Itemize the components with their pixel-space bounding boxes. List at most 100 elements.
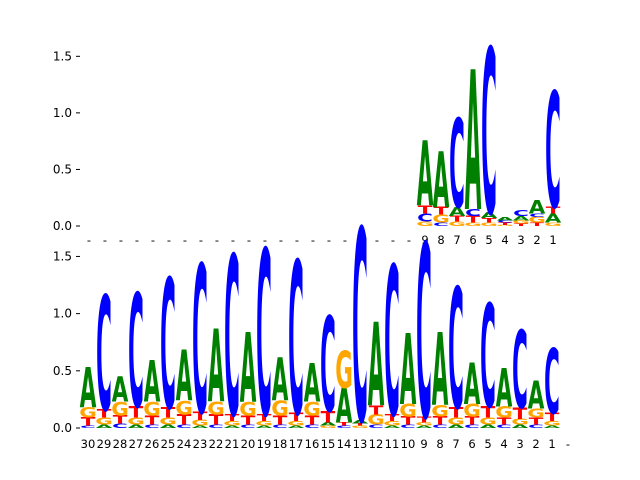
logo-letter-g: G — [335, 342, 353, 401]
logo-letter-c: C — [448, 255, 464, 447]
position-label: - — [103, 233, 107, 247]
position-label: 5 — [485, 233, 492, 247]
position-label: 17 — [289, 437, 304, 451]
y-tick-label: 1.0 — [53, 307, 72, 321]
position-label: - — [87, 233, 91, 247]
logo-letter-t: T — [161, 405, 176, 421]
position-label: - — [295, 233, 299, 247]
logo-letter-g: G — [495, 403, 513, 422]
logo-letter-c: C — [352, 176, 368, 480]
position-label: 7 — [453, 233, 460, 247]
logo-letter-t: T — [450, 214, 465, 223]
position-label: - — [391, 233, 395, 247]
position-label: 26 — [145, 437, 160, 451]
position-label: 22 — [209, 437, 224, 451]
position-label: 10 — [401, 437, 416, 451]
logo-letter-g: G — [528, 215, 546, 224]
logo-letter-c: C — [256, 204, 272, 469]
position-label: 29 — [97, 437, 112, 451]
logo-letter-a: A — [304, 355, 321, 415]
position-label: 7 — [452, 437, 459, 451]
y-tick-label: 0.0 — [53, 219, 72, 233]
logo-letter-a: A — [320, 421, 337, 427]
logo-letter-g: G — [463, 400, 481, 421]
logo-letter-g: G — [255, 420, 273, 428]
position-label: - — [247, 233, 251, 247]
y-tick-label: 0.5 — [53, 162, 72, 176]
logo-letter-c: C — [176, 424, 192, 430]
logo-letter-a: A — [465, 32, 482, 255]
position-label: 25 — [161, 437, 176, 451]
position-label: 9 — [421, 233, 428, 247]
logo-letter-t: T — [273, 414, 288, 428]
position-label: 3 — [516, 437, 523, 451]
logo-letter-a: A — [128, 424, 145, 430]
logo-letter-g: G — [127, 416, 145, 427]
logo-letter-t: T — [434, 205, 449, 218]
logo-letter-t: T — [353, 423, 368, 427]
logo-letter-a: A — [288, 425, 305, 429]
logo-letter-t: T — [97, 408, 112, 421]
logo-letter-a: A — [256, 425, 273, 429]
logo-letter-g: G — [111, 398, 129, 421]
logo-letter-t: T — [433, 415, 448, 428]
logo-letter-a: A — [368, 301, 385, 433]
logo-letter-a: A — [512, 424, 529, 430]
logo-letter-a: A — [417, 124, 434, 227]
logo-letter-a: A — [80, 356, 97, 421]
logo-letter-c: C — [80, 425, 96, 429]
logo-letter-c: C — [465, 207, 481, 218]
position-label: 27 — [129, 437, 144, 451]
logo-letter-c: C — [208, 424, 224, 430]
y-tick-label: 1.5 — [53, 49, 72, 63]
logo-letter-a: A — [480, 424, 497, 430]
logo-letter-c: C — [144, 424, 160, 430]
logo-letter-t: T — [482, 217, 497, 225]
logo-letter-g: G — [448, 220, 466, 228]
logo-letter-g: G — [431, 402, 449, 421]
position-label: - — [343, 233, 347, 247]
position-label: 12 — [369, 437, 384, 451]
logo-letter-a: A — [144, 350, 161, 416]
logo-letter-c: C — [240, 424, 256, 430]
logo-letter-c: C — [528, 424, 544, 430]
logo-letter-c: C — [272, 424, 288, 430]
logo-letter-t: T — [530, 222, 545, 227]
logo-letter-t: T — [257, 413, 273, 424]
position-label: 8 — [436, 437, 443, 451]
position-label: 13 — [353, 437, 368, 451]
position-label: 6 — [468, 437, 475, 451]
logo-letter-g: G — [416, 220, 434, 228]
logo-letter-g: G — [351, 425, 369, 429]
position-label: - — [119, 233, 123, 247]
position-label: - — [407, 233, 411, 247]
position-label: 14 — [337, 437, 352, 451]
logo-letter-a: A — [545, 212, 562, 226]
logo-letter-g: G — [287, 420, 305, 428]
logo-letter-c: C — [432, 424, 448, 430]
logo-letter-t: T — [385, 413, 401, 424]
logo-letter-t: T — [466, 214, 482, 225]
logo-letter-t: T — [449, 405, 464, 421]
logo-letter-c: C — [112, 422, 128, 430]
position-label: 3 — [517, 233, 524, 247]
logo-letter-t: T — [497, 416, 513, 427]
logo-letter-g: G — [415, 421, 433, 427]
logo-letter-t: T — [177, 412, 192, 428]
position-label: - — [263, 233, 267, 247]
logo-letter-g: G — [223, 420, 241, 428]
logo-letter-a: A — [384, 425, 401, 429]
logo-letter-g: G — [175, 396, 193, 419]
position-label: 23 — [193, 437, 208, 451]
logo-letter-a: A — [272, 347, 289, 415]
position-label: - — [199, 233, 203, 247]
logo-letter-t: T — [529, 416, 545, 427]
logo-letter-a: A — [240, 315, 257, 425]
logo-letter-c: C — [336, 425, 352, 429]
y-tick-label: 1.5 — [53, 249, 72, 263]
position-label: - — [135, 233, 139, 247]
logo-letter-t: T — [129, 403, 144, 422]
logo-letter-g: G — [303, 398, 321, 421]
logo-letter-t: T — [337, 421, 352, 427]
